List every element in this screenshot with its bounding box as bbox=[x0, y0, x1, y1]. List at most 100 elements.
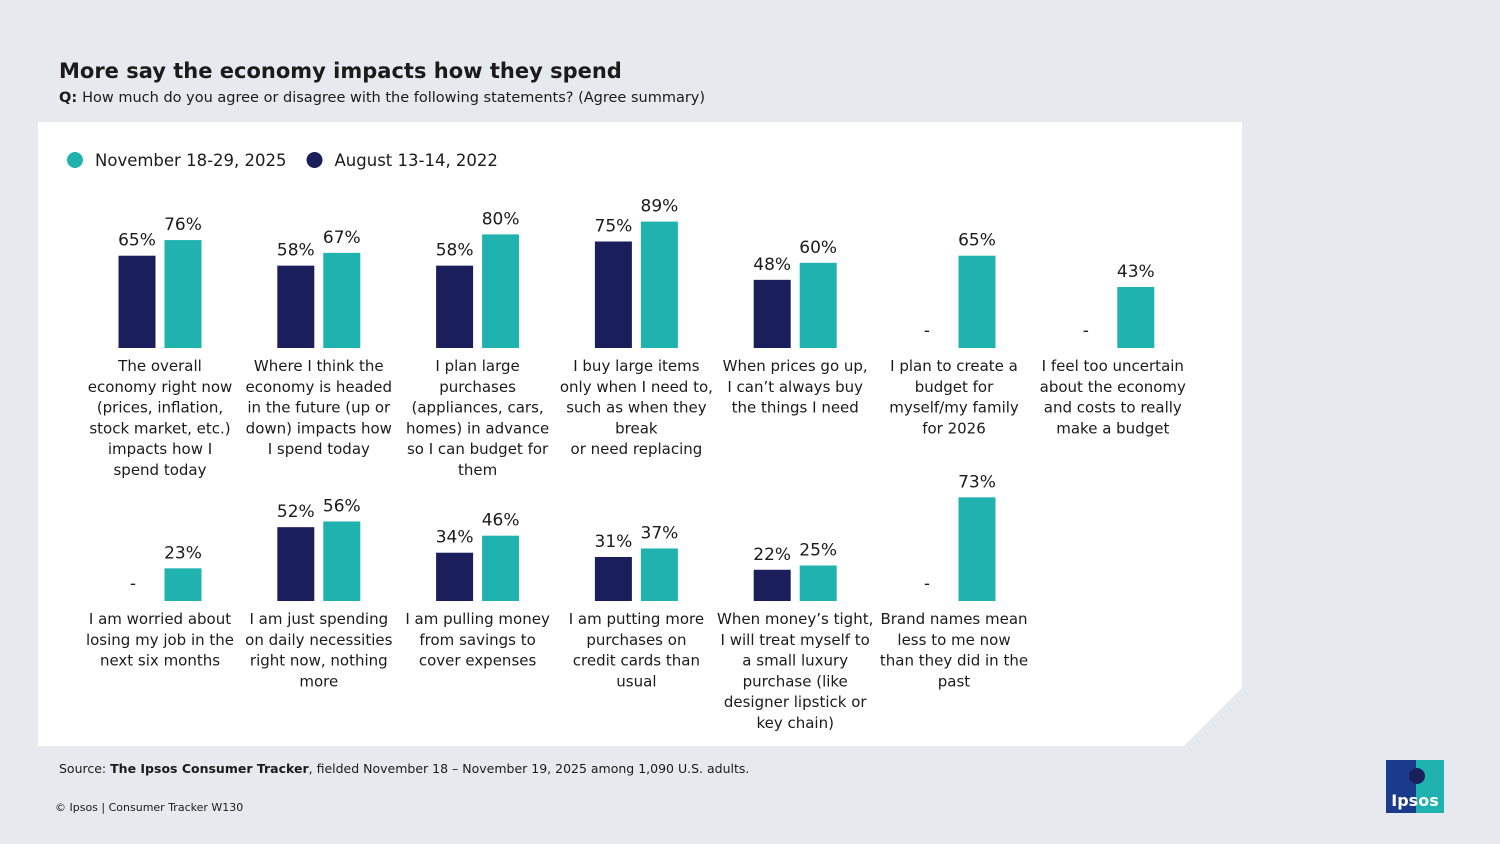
category-label: I plan to create a budget for myself/my fa… bbox=[889, 357, 1019, 437]
category-line: stock market, etc.) bbox=[89, 419, 230, 437]
value-label: - bbox=[130, 574, 136, 594]
category-label: Brand names mean less to me now than they … bbox=[880, 610, 1028, 690]
source: Source: The Ipsos Consumer Tracker, field… bbox=[59, 761, 749, 776]
value-label: 31% bbox=[595, 532, 633, 552]
value-label: - bbox=[1083, 321, 1089, 341]
category-line: When money’s tight, bbox=[717, 610, 873, 628]
subtitle: Q: How much do you agree or disagree with… bbox=[59, 90, 705, 106]
bar bbox=[118, 255, 156, 348]
category-line: Brand names mean bbox=[880, 610, 1027, 628]
bar bbox=[323, 252, 361, 348]
category-line: down) impacts how bbox=[246, 419, 392, 437]
value-label: 25% bbox=[799, 541, 837, 561]
bar bbox=[958, 255, 996, 348]
category-line: (appliances, cars, bbox=[412, 399, 544, 417]
category-line: losing my job in the bbox=[86, 631, 234, 649]
category-line: The overall bbox=[117, 357, 202, 375]
subtitle-text: How much do you agree or disagree with t… bbox=[82, 90, 705, 106]
category-line: Where I think the bbox=[254, 357, 384, 375]
category-line: and costs to really bbox=[1044, 399, 1182, 417]
category-line: budget for bbox=[915, 378, 994, 396]
bar bbox=[799, 565, 837, 601]
category-label: I plan large purchases (appliances, cars, h… bbox=[406, 357, 549, 479]
category-line: only when I need to, bbox=[560, 378, 713, 396]
category-line: I am worried about bbox=[89, 610, 231, 628]
category-line: designer lipstick or bbox=[724, 693, 868, 711]
category-line: the things I need bbox=[732, 399, 859, 417]
bar bbox=[436, 265, 474, 348]
category-line: usual bbox=[616, 672, 656, 690]
category-line: I plan large bbox=[435, 357, 519, 375]
bar bbox=[753, 569, 791, 601]
category-line: past bbox=[938, 672, 971, 690]
category-line: I feel too uncertain bbox=[1042, 357, 1184, 375]
category-line: next six months bbox=[100, 652, 220, 670]
bar bbox=[164, 240, 202, 348]
value-label: 22% bbox=[753, 545, 791, 565]
value-label: - bbox=[924, 574, 930, 594]
category-line: I can’t always buy bbox=[727, 378, 863, 396]
bar bbox=[482, 234, 520, 348]
category-line: I spend today bbox=[268, 440, 370, 458]
chart-title: More say the economy impacts how they sp… bbox=[59, 59, 622, 83]
category-label: The overall economy right now (prices, inf… bbox=[88, 357, 233, 479]
category-line: spend today bbox=[113, 461, 206, 479]
category-line: break bbox=[615, 419, 658, 437]
category-line: economy right now bbox=[88, 378, 233, 396]
category-line: right now, nothing bbox=[250, 652, 388, 670]
value-label: 46% bbox=[482, 511, 520, 531]
legend-label: August 13-14, 2022 bbox=[335, 151, 498, 170]
category-line: purchases bbox=[439, 378, 516, 396]
source-label: Source: bbox=[59, 761, 106, 776]
value-label: 65% bbox=[118, 231, 156, 251]
category-line: make a budget bbox=[1056, 419, 1169, 437]
category-label: I am pulling money from savings to cover e… bbox=[405, 610, 550, 670]
category-line: than they did in the bbox=[880, 652, 1028, 670]
category-label: I am just spending on daily necessities ri… bbox=[245, 610, 392, 690]
bar bbox=[799, 262, 837, 348]
category-line: for 2026 bbox=[922, 419, 986, 437]
value-label: 65% bbox=[958, 231, 996, 251]
bar bbox=[753, 279, 791, 348]
bar bbox=[594, 241, 632, 348]
category-line: in the future (up or bbox=[247, 399, 391, 417]
logo-text: Ipsos bbox=[1391, 791, 1438, 810]
value-label: 56% bbox=[323, 496, 361, 516]
legend-dot bbox=[306, 152, 323, 168]
footer: © Ipsos | Consumer Tracker W130 bbox=[55, 801, 243, 814]
category-line: homes) in advance bbox=[406, 419, 549, 437]
category-line: them bbox=[458, 461, 497, 479]
category-line: I am putting more bbox=[569, 610, 704, 628]
category-label: I feel too uncertain about the economy and… bbox=[1040, 357, 1186, 437]
value-label: 48% bbox=[753, 255, 791, 275]
category-line: a small luxury bbox=[742, 652, 848, 670]
category-line: myself/my family bbox=[889, 399, 1019, 417]
category-label: I am worried about losing my job in the ne… bbox=[86, 610, 234, 670]
legend-dot bbox=[67, 152, 83, 168]
category-line: more bbox=[299, 672, 338, 690]
legend-label: November 18-29, 2025 bbox=[95, 151, 287, 170]
value-label: 89% bbox=[641, 197, 679, 217]
category-label: When money’s tight, I will treat myself t… bbox=[717, 610, 873, 732]
bar bbox=[436, 552, 474, 601]
category-label: Where I think the economy is headed in the… bbox=[246, 357, 393, 458]
value-label: 76% bbox=[164, 215, 202, 235]
value-label: 43% bbox=[1117, 262, 1155, 282]
value-label: 75% bbox=[595, 217, 633, 237]
category-line: such as when they bbox=[566, 399, 707, 417]
category-line: I will treat myself to bbox=[721, 631, 870, 649]
category-line: I plan to create a bbox=[890, 357, 1018, 375]
category-line: less to me now bbox=[897, 631, 1010, 649]
category-line: purchases on bbox=[586, 631, 686, 649]
category-line: I buy large items bbox=[573, 357, 700, 375]
category-label: I buy large items only when I need to, suc… bbox=[560, 357, 713, 458]
category-label: I am putting more purchases on credit card… bbox=[569, 610, 704, 690]
value-label: - bbox=[924, 321, 930, 341]
bar bbox=[958, 497, 996, 601]
category-line: impacts how I bbox=[108, 440, 212, 458]
category-line: I am just spending bbox=[249, 610, 388, 628]
category-line: so I can budget for bbox=[407, 440, 549, 458]
source-text: , fielded November 18 – November 19, 202… bbox=[309, 761, 750, 776]
